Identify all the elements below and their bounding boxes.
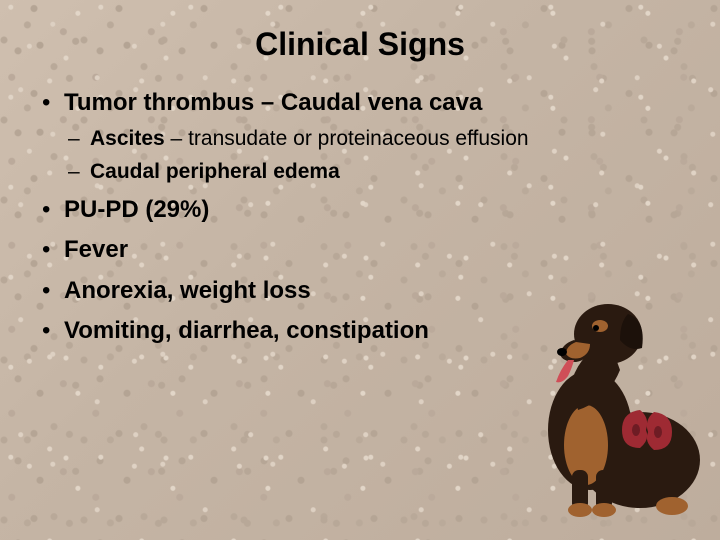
sub-bullet-item: Caudal peripheral edema xyxy=(64,158,680,186)
bullet-text: PU-PD (29%) xyxy=(64,196,209,223)
bullet-item: Vomiting, diarrhea, constipation xyxy=(40,315,680,347)
sub-bullet-rest: – transudate or proteinaceous effusion xyxy=(165,127,529,150)
bullet-text: Anorexia, weight loss xyxy=(64,277,311,304)
bullet-text: Vomiting, diarrhea, constipation xyxy=(64,317,429,344)
sub-bullet-item: Ascites – transudate or proteinaceous ef… xyxy=(64,125,680,153)
bullet-text: Fever xyxy=(64,236,128,263)
sub-bullet-prefix: Ascites xyxy=(90,127,165,150)
bullet-item: Tumor thrombus – Caudal vena cava Ascite… xyxy=(40,87,680,186)
slide-content: Clinical Signs Tumor thrombus – Caudal v… xyxy=(0,0,720,348)
bullet-item: Fever xyxy=(40,234,680,266)
slide-title: Clinical Signs xyxy=(40,26,680,63)
bullet-text: Tumor thrombus – Caudal vena cava xyxy=(64,89,482,116)
sub-bullet-prefix: Caudal peripheral edema xyxy=(90,160,340,183)
bullet-list: Tumor thrombus – Caudal vena cava Ascite… xyxy=(40,87,680,348)
sub-bullet-list: Ascites – transudate or proteinaceous ef… xyxy=(64,125,680,186)
bullet-item: PU-PD (29%) xyxy=(40,194,680,226)
bullet-item: Anorexia, weight loss xyxy=(40,275,680,307)
